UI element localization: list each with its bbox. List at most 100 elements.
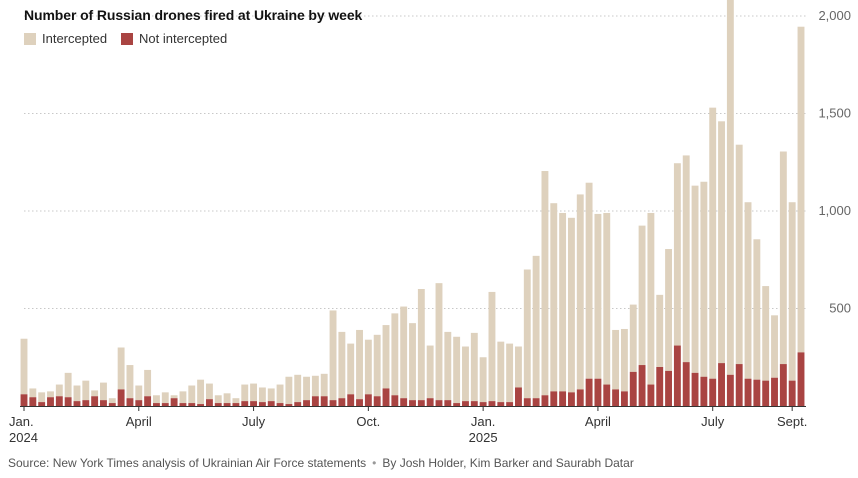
bar-not-intercepted <box>276 403 284 406</box>
source-text: Source: New York Times analysis of Ukrai… <box>8 456 367 470</box>
bar-not-intercepted <box>585 378 593 406</box>
bar-intercepted <box>753 239 761 380</box>
bar-not-intercepted <box>656 367 664 406</box>
bar-not-intercepted <box>638 365 646 406</box>
bar-intercepted <box>594 213 602 379</box>
y-tick-label: 500 <box>829 301 851 316</box>
bar-intercepted <box>532 255 540 399</box>
bar-intercepted <box>294 374 302 403</box>
x-tick-year-label: 2025 <box>469 430 498 445</box>
bar-intercepted <box>117 347 125 390</box>
bar-not-intercepted <box>515 387 522 407</box>
bar-intercepted <box>409 323 416 401</box>
bar-not-intercepted <box>417 400 425 406</box>
bar-not-intercepted <box>744 378 752 406</box>
bar-intercepted <box>612 329 620 390</box>
bar-not-intercepted <box>223 403 231 406</box>
bar-intercepted <box>347 343 355 395</box>
bar-not-intercepted <box>726 374 734 406</box>
bar-intercepted <box>232 398 240 404</box>
bar-not-intercepted <box>311 396 319 406</box>
bar-not-intercepted <box>682 362 690 407</box>
bar-not-intercepted <box>771 377 778 407</box>
bar-not-intercepted <box>338 398 346 406</box>
bar-intercepted <box>82 380 90 401</box>
bar-intercepted <box>267 388 275 402</box>
credit-text: By Josh Holder, Kim Barker and Saurabh D… <box>382 456 634 470</box>
bar-intercepted <box>550 203 558 392</box>
bar-not-intercepted <box>55 396 63 406</box>
bar-intercepted <box>364 339 372 395</box>
bar-not-intercepted <box>470 401 478 407</box>
bar-intercepted <box>38 392 46 403</box>
bar-not-intercepted <box>462 401 469 407</box>
bar-not-intercepted <box>400 398 408 406</box>
bar-intercepted <box>567 217 575 393</box>
bar-intercepted <box>188 385 196 404</box>
bar-not-intercepted <box>250 401 258 407</box>
bar-intercepted <box>576 194 584 390</box>
bar-not-intercepted <box>267 401 275 407</box>
bar-intercepted <box>771 315 778 378</box>
bar-intercepted <box>647 212 655 385</box>
bar-intercepted <box>603 212 611 385</box>
x-tick-label: Jan. <box>9 414 34 429</box>
bar-not-intercepted <box>214 403 222 406</box>
y-tick-label: 2,000 <box>818 8 851 23</box>
bar-intercepted <box>620 328 628 392</box>
bar-intercepted <box>91 390 99 397</box>
bar-intercepted <box>541 171 549 396</box>
x-tick-label: July <box>701 414 725 429</box>
x-tick-year-label: 2024 <box>9 430 38 445</box>
bar-not-intercepted <box>73 401 81 407</box>
y-axis: 500 1,000 1,500 2,000 <box>818 8 851 316</box>
bar-intercepted <box>779 151 787 365</box>
bar-intercepted <box>258 387 266 403</box>
bar-not-intercepted <box>594 378 602 406</box>
bar-intercepted <box>709 107 717 379</box>
bar-not-intercepted <box>144 396 152 406</box>
bar-intercepted <box>126 365 134 399</box>
bar-intercepted <box>515 346 522 388</box>
bar-not-intercepted <box>541 395 549 406</box>
x-tick-label: April <box>126 414 152 429</box>
bar-intercepted <box>470 332 478 402</box>
chart-title: Number of Russian drones fired at Ukrain… <box>24 7 363 23</box>
bar-intercepted <box>506 343 514 403</box>
bar-not-intercepted <box>532 398 540 406</box>
bar-intercepted <box>64 372 72 398</box>
bar-not-intercepted <box>364 394 372 406</box>
bar-intercepted <box>665 249 672 371</box>
bar-intercepted <box>629 304 637 372</box>
bar-not-intercepted <box>356 399 363 407</box>
bar-intercepted <box>559 212 567 392</box>
bar-intercepted <box>144 369 152 397</box>
bar-not-intercepted <box>779 364 787 406</box>
bar-not-intercepted <box>382 388 390 406</box>
bar-not-intercepted <box>29 397 37 407</box>
bar-not-intercepted <box>709 378 717 406</box>
bar-not-intercepted <box>20 394 28 406</box>
bar-not-intercepted <box>241 401 249 407</box>
bar-not-intercepted <box>444 400 452 406</box>
bar-not-intercepted <box>205 399 213 407</box>
bar-intercepted <box>73 385 81 402</box>
bar-not-intercepted <box>38 402 46 406</box>
bar-not-intercepted <box>47 397 54 407</box>
bar-not-intercepted <box>64 397 72 407</box>
x-tick-label: July <box>242 414 266 429</box>
bar-not-intercepted <box>647 384 655 406</box>
bar-intercepted <box>303 376 310 401</box>
bar-not-intercepted <box>153 403 160 406</box>
bar-not-intercepted <box>700 376 708 406</box>
bar-intercepted <box>356 329 363 400</box>
bar-not-intercepted <box>320 396 328 406</box>
bar-not-intercepted <box>117 389 125 406</box>
bar-intercepted <box>488 291 496 402</box>
bar-not-intercepted <box>506 402 514 406</box>
bar-not-intercepted <box>788 380 796 406</box>
bar-intercepted <box>673 163 681 346</box>
bar-not-intercepted <box>347 394 355 406</box>
bar-not-intercepted <box>82 400 90 406</box>
